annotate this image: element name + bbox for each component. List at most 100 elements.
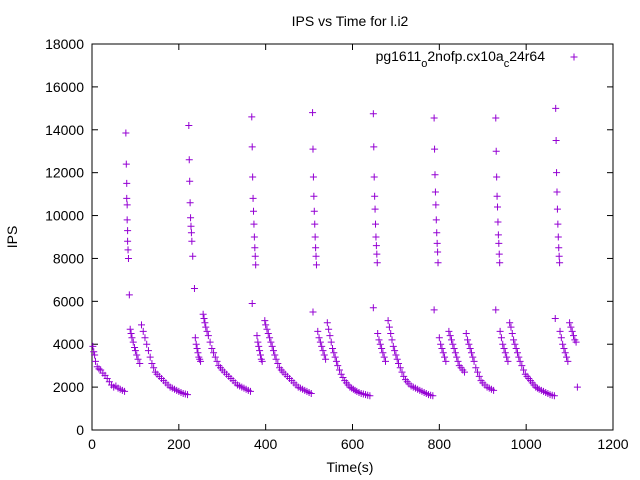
data-point: [518, 362, 526, 370]
data-point: [263, 325, 271, 333]
data-point: [256, 351, 264, 359]
data-point: [435, 334, 443, 342]
data-point: [560, 345, 568, 353]
data-point: [194, 349, 202, 357]
y-tick-label: 14000: [45, 122, 84, 138]
data-point: [470, 357, 478, 365]
data-point: [256, 347, 264, 355]
data-point: [193, 345, 201, 353]
data-point: [185, 156, 193, 164]
data-point: [315, 334, 323, 342]
data-point: [492, 114, 500, 122]
data-point: [90, 348, 98, 356]
data-point: [494, 203, 502, 211]
data-point: [326, 332, 334, 340]
data-point: [556, 259, 564, 267]
data-point: [553, 188, 561, 196]
data-point: [373, 259, 381, 267]
data-point: [146, 353, 154, 361]
data-point: [553, 169, 561, 177]
data-point: [250, 207, 258, 215]
y-axis-label: IPS: [4, 226, 20, 249]
data-point: [454, 357, 462, 365]
data-point: [127, 330, 135, 337]
data-point: [203, 327, 211, 335]
data-point: [373, 250, 381, 258]
data-point: [493, 192, 501, 200]
y-tick-label: 8000: [53, 250, 84, 266]
data-point: [254, 338, 262, 346]
data-point: [312, 261, 320, 269]
data-point: [250, 220, 258, 228]
data-point: [391, 347, 399, 355]
data-point: [184, 391, 192, 399]
data-point: [504, 357, 512, 365]
data-point: [441, 353, 449, 361]
data-point: [318, 342, 326, 350]
data-point: [453, 353, 461, 361]
data-point: [311, 233, 319, 241]
data-point: [451, 349, 459, 357]
data-point: [369, 304, 377, 312]
data-point: [553, 205, 561, 213]
data-point: [332, 357, 340, 365]
data-point: [211, 353, 219, 361]
data-point: [123, 201, 131, 209]
x-tick-label: 1200: [597, 436, 628, 452]
data-point: [432, 201, 440, 209]
data-point: [202, 323, 210, 331]
data-point: [431, 145, 439, 153]
data-point: [430, 114, 438, 122]
y-tick-label: 16000: [45, 79, 84, 95]
data-point: [150, 364, 158, 372]
data-point: [445, 327, 453, 335]
data-point: [255, 342, 263, 350]
data-point: [437, 340, 445, 348]
data-point: [128, 334, 136, 342]
x-tick-label: 0: [88, 436, 96, 452]
data-point: [503, 353, 511, 361]
data-point: [431, 171, 439, 179]
data-point: [272, 355, 280, 363]
data-point: [438, 345, 446, 353]
data-point: [89, 342, 97, 350]
data-point: [395, 360, 403, 368]
data-point: [494, 218, 502, 226]
data-point: [185, 121, 193, 129]
data-point: [266, 334, 274, 342]
data-point: [213, 357, 221, 365]
legend-label: pg1611o2nofp.cx10ac24r64: [376, 48, 546, 70]
data-point: [372, 242, 380, 250]
data-point: [385, 323, 393, 331]
data-point: [370, 143, 378, 151]
data-point: [490, 386, 498, 394]
data-point: [323, 319, 331, 327]
data-point: [337, 370, 345, 378]
data-point: [314, 327, 322, 335]
data-point: [556, 327, 564, 335]
data-point: [464, 336, 472, 344]
data-point: [371, 205, 379, 213]
data-point: [312, 244, 320, 252]
data-point: [467, 349, 475, 357]
data-point: [496, 259, 504, 267]
data-point: [433, 229, 441, 237]
data-point: [210, 349, 218, 357]
data-point: [334, 362, 342, 370]
data-point: [246, 387, 254, 395]
data-point: [192, 340, 200, 348]
data-point: [496, 327, 504, 335]
data-point: [369, 110, 377, 118]
data-point: [374, 330, 382, 337]
data-point: [125, 291, 133, 299]
legend: pg1611o2nofp.cx10ac24r64: [376, 48, 578, 70]
data-point: [375, 336, 383, 344]
data-point: [325, 325, 333, 333]
data-point: [124, 246, 132, 254]
data-point: [312, 252, 320, 260]
data-point: [429, 392, 437, 400]
data-point: [252, 261, 260, 269]
data-point: [124, 254, 132, 262]
data-point: [380, 353, 388, 361]
data-point: [206, 338, 214, 346]
